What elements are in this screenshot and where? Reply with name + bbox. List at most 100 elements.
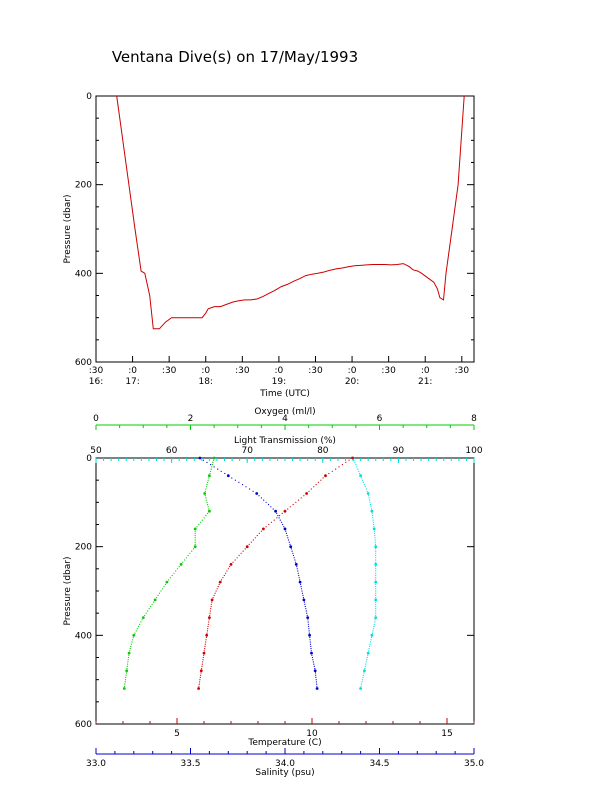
salinity-trace-dot bbox=[301, 590, 303, 592]
temperature-trace-dot bbox=[236, 557, 238, 559]
light-point bbox=[366, 651, 370, 655]
oxygen-trace-dot bbox=[211, 466, 213, 468]
temperature-trace-dot bbox=[227, 568, 229, 570]
light-trace-dot bbox=[358, 470, 360, 472]
salinity-trace-dot bbox=[309, 643, 312, 645]
light-trace-dot bbox=[375, 570, 377, 572]
temperature-trace-dot bbox=[209, 610, 211, 612]
salinity-trace-dot bbox=[306, 612, 308, 614]
light-trace-dot bbox=[375, 548, 377, 550]
pressure-axis-label-bottom: Pressure (dbar) bbox=[63, 557, 73, 626]
salinity-trace-dot bbox=[292, 554, 295, 557]
temperature-trace-dot bbox=[270, 521, 273, 523]
oxygen-trace-dot bbox=[157, 594, 159, 597]
oxygen-trace-dot bbox=[131, 641, 133, 643]
temperature-point bbox=[324, 474, 327, 478]
temperature-trace-dot bbox=[273, 519, 275, 521]
oxygen-point bbox=[125, 669, 129, 673]
light-trace-dot bbox=[364, 665, 366, 668]
time-axis-label: Time (UTC) bbox=[259, 389, 310, 399]
pressure-tick-label: 200 bbox=[75, 181, 92, 191]
oxygen-trace-dot bbox=[206, 484, 208, 486]
salinity-trace-dot bbox=[311, 654, 313, 656]
oxygen-trace-dot bbox=[207, 481, 209, 483]
oxygen-trace-dot bbox=[141, 619, 143, 621]
oxygen-trace-dot bbox=[145, 612, 147, 614]
salinity-trace-dot bbox=[282, 523, 284, 526]
light-trace-dot bbox=[353, 459, 355, 461]
oxygen-trace-dot bbox=[207, 512, 209, 515]
oxygen-trace-dot bbox=[205, 486, 207, 488]
light-trace-dot bbox=[375, 577, 377, 579]
salinity-trace-dot bbox=[314, 668, 316, 670]
salinity-trace-dot bbox=[306, 614, 308, 617]
temperature-trace-dot bbox=[254, 537, 256, 539]
oxygen-trace-dot bbox=[204, 495, 206, 497]
light-trace-dot bbox=[373, 623, 375, 625]
light-tick-label: 60 bbox=[166, 446, 178, 456]
salinity-trace-dot bbox=[280, 521, 283, 523]
salinity-trace-dot bbox=[231, 477, 233, 479]
salinity-point bbox=[308, 633, 311, 637]
salinity-trace-dot bbox=[289, 543, 291, 546]
light-trace-dot bbox=[375, 579, 377, 581]
light-point bbox=[363, 669, 366, 673]
temperature-point bbox=[305, 492, 308, 495]
oxygen-trace-dot bbox=[135, 630, 137, 632]
time-tick-label: :30 bbox=[89, 366, 104, 376]
temperature-trace-dot bbox=[248, 543, 250, 546]
oxygen-trace-dot bbox=[198, 523, 200, 526]
oxygen-trace-dot bbox=[158, 592, 161, 594]
salinity-trace-dot bbox=[309, 641, 311, 643]
light-trace-dot bbox=[360, 685, 362, 687]
oxygen-trace-dot bbox=[206, 501, 208, 503]
oxygen-trace-dot bbox=[210, 468, 212, 470]
time-tick-label: :30 bbox=[162, 366, 177, 376]
light-trace-dot bbox=[372, 628, 374, 630]
temperature-trace-dot bbox=[198, 683, 200, 685]
salinity-trace-dot bbox=[311, 656, 313, 659]
salinity-trace-dot bbox=[302, 594, 304, 597]
temperature-trace-dot bbox=[341, 464, 343, 466]
light-point bbox=[374, 580, 378, 584]
oxygen-trace-dot bbox=[184, 559, 186, 561]
time-tick-hour: 17: bbox=[125, 377, 139, 387]
light-trace-dot bbox=[369, 499, 371, 501]
oxygen-tick-label: 0 bbox=[93, 414, 99, 424]
oxygen-trace-dot bbox=[207, 504, 209, 506]
salinity-point bbox=[198, 456, 202, 460]
oxygen-axis-label: Oxygen (ml/l) bbox=[254, 407, 315, 417]
time-tick-hour: 18: bbox=[198, 377, 212, 387]
light-trace-dot bbox=[359, 472, 361, 475]
salinity-trace-dot bbox=[279, 519, 281, 521]
oxygen-trace-dot bbox=[130, 643, 132, 645]
temperature-point bbox=[199, 669, 203, 673]
oxygen-point bbox=[208, 474, 211, 478]
salinity-trace-dot bbox=[315, 676, 317, 679]
temperature-trace-dot bbox=[207, 623, 209, 625]
temperature-trace-dot bbox=[218, 583, 220, 586]
oxygen-trace-dot bbox=[126, 668, 128, 670]
salinity-point bbox=[283, 527, 287, 531]
temperature-axis-label: Temperature (C) bbox=[247, 738, 321, 748]
salinity-trace-dot bbox=[278, 517, 280, 519]
temperature-trace-dot bbox=[268, 523, 270, 526]
oxygen-trace-dot bbox=[126, 665, 128, 668]
light-trace-dot bbox=[375, 588, 377, 590]
salinity-tick-label: 33.0 bbox=[86, 759, 106, 769]
light-trace-dot bbox=[371, 632, 373, 634]
light-trace-dot bbox=[369, 643, 371, 645]
oxygen-trace-dot bbox=[144, 614, 146, 617]
light-trace-dot bbox=[365, 661, 367, 663]
temperature-trace-dot bbox=[215, 590, 217, 592]
light-trace-dot bbox=[362, 676, 364, 679]
salinity-point bbox=[302, 598, 306, 602]
time-tick-label: :0 bbox=[128, 366, 137, 376]
light-point bbox=[372, 527, 376, 531]
oxygen-trace-dot bbox=[189, 552, 191, 554]
oxygen-trace-dot bbox=[140, 621, 142, 623]
salinity-trace-dot bbox=[287, 537, 289, 539]
light-trace-dot bbox=[370, 508, 373, 510]
pressure-tick-label: 0 bbox=[86, 454, 92, 464]
